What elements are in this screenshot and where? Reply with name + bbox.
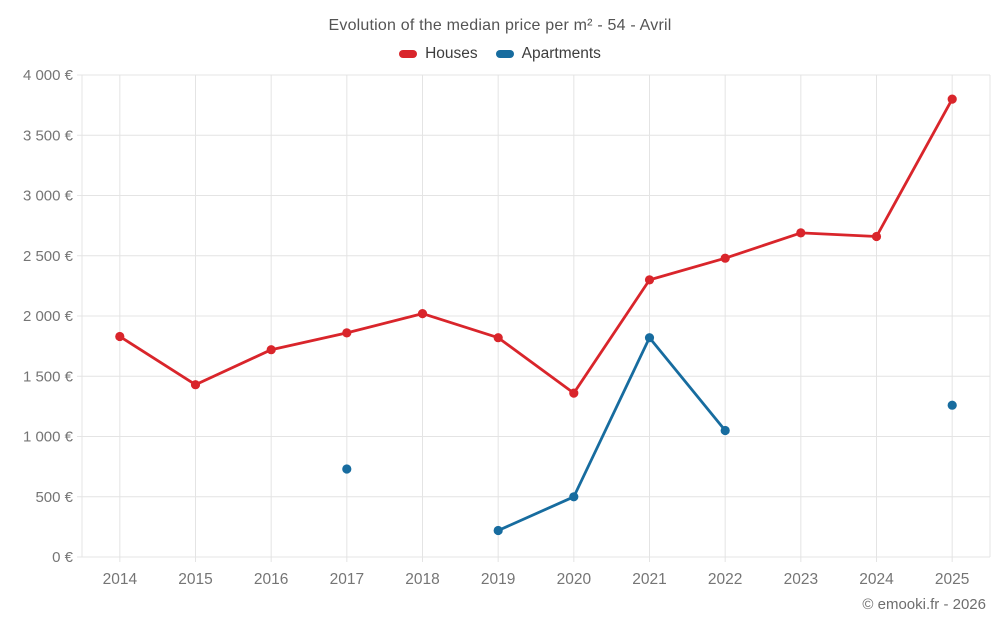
series-line-houses (118, 97, 954, 395)
y-axis-tick-label: 1 500 € (23, 368, 74, 385)
data-point-houses-2020[interactable] (569, 388, 579, 398)
data-point-apartments-2022[interactable] (720, 425, 730, 436)
data-point-apartments-2020[interactable] (569, 492, 579, 502)
data-point-apartments-2025[interactable] (947, 400, 957, 410)
copyright-text: © emooki.fr - 2026 (862, 596, 986, 613)
y-axis-tick-label: 3 000 € (23, 188, 74, 205)
data-point-houses-2022[interactable] (720, 253, 730, 263)
y-axis-tick-label: 2 500 € (23, 248, 74, 265)
x-axis-tick-label: 2018 (405, 571, 439, 588)
data-point-houses-2014[interactable] (115, 331, 125, 342)
legend-item-apartments[interactable]: Apartments (495, 45, 601, 63)
legend-label-apartments: Apartments (521, 45, 601, 62)
data-point-apartments-2021[interactable] (644, 333, 655, 343)
x-axis-tick-label: 2020 (557, 571, 592, 588)
x-axis-tick-label: 2021 (632, 571, 666, 588)
x-axis-tick-label: 2016 (254, 571, 288, 588)
data-point-houses-2015[interactable] (190, 380, 201, 390)
data-point-apartments-2019[interactable] (493, 525, 503, 536)
y-axis-tick-label: 0 € (52, 549, 74, 566)
x-axis-tick-label: 2019 (481, 571, 515, 588)
data-point-houses-2025[interactable] (947, 94, 957, 104)
data-point-houses-2016[interactable] (266, 345, 276, 355)
data-point-houses-2024[interactable] (871, 231, 882, 242)
x-axis-tick-label: 2022 (708, 571, 742, 588)
x-axis-tick-label: 2014 (103, 571, 138, 588)
houses-legend-swatch-icon (399, 50, 418, 58)
y-axis-tick-label: 2 000 € (23, 308, 74, 325)
legend-item-houses[interactable]: Houses (399, 45, 478, 63)
y-axis-tick-label: 500 € (35, 489, 73, 506)
chart-title: Evolution of the median price per m² - 5… (328, 17, 672, 34)
data-point-houses-2023[interactable] (796, 228, 806, 238)
data-point-apartments-2017[interactable] (342, 464, 352, 474)
y-axis-tick-label: 3 500 € (23, 127, 74, 144)
data-point-houses-2018[interactable] (417, 309, 428, 319)
x-axis-tick-label: 2024 (859, 571, 894, 588)
chart-legend: Houses Apartments (0, 45, 1000, 63)
x-axis-tick-label: 2017 (330, 571, 364, 588)
x-axis-tick-label: 2023 (784, 571, 818, 588)
x-axis-tick-label: 2015 (178, 571, 212, 588)
y-axis-tick-label: 1 000 € (23, 429, 74, 446)
legend-label-houses: Houses (425, 45, 478, 62)
data-point-houses-2021[interactable] (644, 275, 655, 285)
data-point-houses-2017[interactable] (342, 328, 352, 338)
apartments-legend-swatch-icon (495, 50, 514, 58)
y-axis-tick-label: 4 000 € (23, 67, 74, 84)
data-point-houses-2019[interactable] (493, 333, 503, 343)
x-axis-tick-label: 2025 (935, 571, 969, 588)
